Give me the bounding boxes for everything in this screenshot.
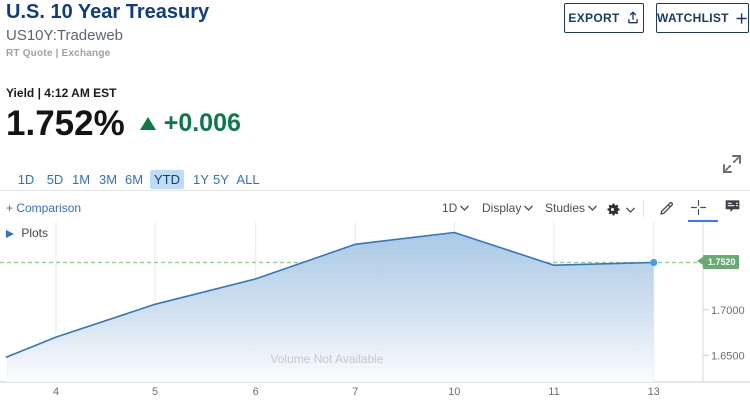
svg-text:7: 7: [352, 386, 358, 398]
svg-text:11: 11: [548, 386, 559, 398]
svg-text:6: 6: [253, 386, 259, 398]
svg-text:13: 13: [648, 386, 660, 398]
svg-text:5: 5: [152, 386, 158, 398]
svg-text:4: 4: [53, 386, 59, 398]
svg-text:10: 10: [448, 386, 460, 398]
svg-text:1.7000: 1.7000: [711, 305, 745, 317]
svg-text:1.6500: 1.6500: [711, 350, 745, 362]
